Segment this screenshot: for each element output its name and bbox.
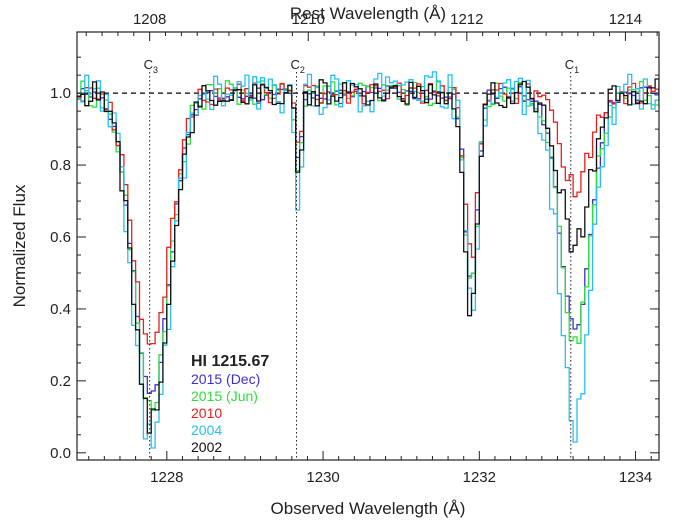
legend-entry-2015-jun: 2015 (Jun) — [191, 388, 258, 404]
component-marker-layer: C3 C2 C1 — [144, 57, 579, 460]
spectrum-series-2015-dec- — [77, 85, 659, 394]
x-tick-label: 1234 — [619, 469, 652, 486]
legend-entry-2002: 2002 — [191, 439, 222, 455]
component-marker-subscript: 3 — [153, 65, 158, 75]
component-marker-label: C3 — [144, 57, 158, 75]
y-tick-label: 0.8 — [50, 157, 71, 174]
y-tick-label: 0.6 — [50, 229, 71, 246]
x-tick-label: 1230 — [306, 469, 339, 486]
axis-layer: 1228 1230 1232 1234 1208 1210 1212 1214 0.0 0.2 0.… — [50, 11, 659, 486]
component-marker-label: C2 — [291, 57, 305, 75]
series-layer — [77, 71, 659, 449]
component-marker-subscript: 1 — [574, 65, 579, 75]
component-marker-label: C1 — [565, 57, 579, 75]
spectrum-series-2002 — [77, 78, 659, 434]
x-axis-title: Observed Wavelength (Å) — [271, 499, 466, 518]
component-marker-subscript: 2 — [300, 65, 305, 75]
y-tick-label: 1.0 — [50, 85, 71, 102]
spectrum-series-2004 — [77, 71, 659, 449]
legend-entry-2004: 2004 — [191, 422, 222, 438]
x-tick-label: 1232 — [463, 469, 496, 486]
top-tick-label: 1212 — [450, 11, 483, 28]
y-tick-label: 0.2 — [50, 373, 71, 390]
y-tick-label: 0.0 — [50, 445, 71, 462]
legend-entry-2015-dec: 2015 (Dec) — [191, 371, 260, 387]
spectrum-series-2010 — [77, 82, 659, 345]
top-tick-label: 1208 — [133, 11, 166, 28]
y-axis-title: Normalized Flux — [10, 184, 29, 307]
top-tick-label: 1214 — [609, 11, 642, 28]
top-tick-label: 1210 — [292, 11, 325, 28]
top-axis-title: Rest Wavelength (Å) — [290, 4, 446, 23]
plot-frame — [76, 31, 660, 461]
x-tick-label: 1228 — [150, 469, 183, 486]
legend-title: HI 1215.67 — [191, 353, 269, 370]
legend: HI 1215.67 2015 (Dec) 2015 (Jun) 2010 20… — [191, 353, 269, 455]
legend-entry-2010: 2010 — [191, 405, 222, 421]
y-tick-label: 0.4 — [50, 301, 71, 318]
